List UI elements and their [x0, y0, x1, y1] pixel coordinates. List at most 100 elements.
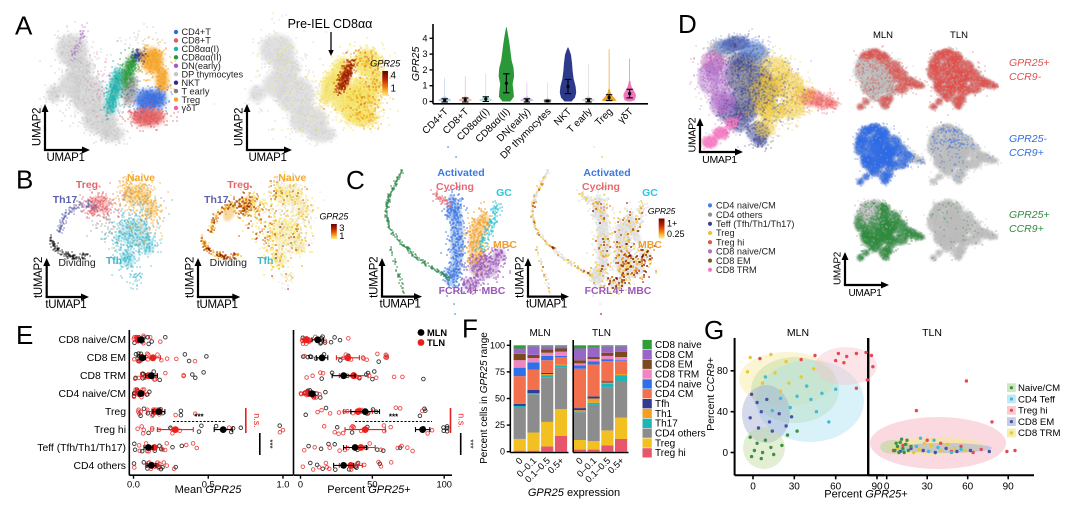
svg-text:Naive/CM: Naive/CM	[1018, 383, 1060, 394]
svg-text:Treg hi: Treg hi	[655, 448, 686, 459]
svg-text:GPR25 expression: GPR25 expression	[528, 487, 620, 499]
svg-text:0: 0	[574, 456, 585, 467]
svg-text:Treg hi: Treg hi	[1018, 406, 1048, 417]
svg-text:UMAP2: UMAP2	[234, 108, 246, 146]
svg-text:DP thymocytes: DP thymocytes	[182, 70, 244, 80]
svg-text:G: G	[704, 315, 724, 345]
svg-text:n.s.: n.s.	[457, 413, 467, 428]
svg-text:UMAP1: UMAP1	[46, 152, 84, 164]
svg-text:40: 40	[717, 407, 729, 418]
svg-text:T early: T early	[182, 86, 210, 96]
svg-text:Treg: Treg	[227, 179, 249, 191]
svg-text:C: C	[346, 165, 365, 195]
svg-text:CD4 naive/CM: CD4 naive/CM	[58, 389, 126, 400]
svg-text:Dividing: Dividing	[210, 257, 248, 269]
svg-text:CD4 naive/CM: CD4 naive/CM	[716, 201, 776, 211]
svg-text:tUMAP2: tUMAP2	[185, 257, 197, 298]
svg-text:1: 1	[391, 83, 396, 94]
svg-text:CD4 others: CD4 others	[655, 429, 706, 440]
svg-text:4: 4	[391, 70, 397, 81]
svg-text:TLN: TLN	[950, 30, 968, 41]
svg-text:GPR25: GPR25	[410, 47, 422, 82]
svg-text:n.s.: n.s.	[252, 413, 262, 428]
svg-text:90: 90	[1003, 481, 1015, 492]
svg-text:25: 25	[495, 420, 505, 430]
svg-text:60: 60	[962, 481, 974, 492]
svg-text:0: 0	[298, 480, 303, 490]
svg-text:CD4 others: CD4 others	[716, 210, 763, 220]
svg-text:1.0: 1.0	[277, 480, 290, 490]
svg-text:Naive: Naive	[127, 172, 155, 184]
svg-text:Th17: Th17	[655, 419, 678, 430]
svg-text:E: E	[16, 320, 33, 350]
svg-text:Cycling: Cycling	[436, 181, 474, 193]
svg-text:CD4 CM: CD4 CM	[655, 389, 693, 400]
svg-text:UMAP1: UMAP1	[849, 288, 883, 299]
svg-text:Tfh: Tfh	[257, 255, 273, 267]
svg-text:Pre-IEL CD8αα: Pre-IEL CD8αα	[288, 17, 373, 31]
svg-text:***: ***	[194, 413, 204, 422]
svg-text:0.0: 0.0	[127, 480, 140, 490]
svg-text:Percent GPR25+: Percent GPR25+	[824, 489, 907, 501]
svg-text:4: 4	[422, 33, 427, 43]
svg-text:0.5: 0.5	[202, 480, 215, 490]
svg-text:CD8 naive: CD8 naive	[655, 340, 702, 351]
svg-text:CD8 naive/CM: CD8 naive/CM	[716, 247, 776, 257]
svg-text:GC: GC	[642, 187, 658, 199]
svg-text:Activated: Activated	[583, 167, 630, 179]
svg-text:A: A	[15, 11, 33, 41]
svg-text:CD8 EM: CD8 EM	[87, 353, 126, 364]
svg-text:Cycling: Cycling	[582, 181, 620, 193]
svg-text:60: 60	[830, 481, 842, 492]
svg-text:Percent cells in GPR25 range: Percent cells in GPR25 range	[479, 332, 490, 464]
svg-text:UMAP2: UMAP2	[833, 251, 844, 285]
svg-text:CD8 CM: CD8 CM	[655, 350, 693, 361]
svg-text:Teff (Tfh/Th1/Th17): Teff (Tfh/Th1/Th17)	[37, 443, 126, 454]
svg-text:Treg: Treg	[716, 228, 735, 238]
svg-text:Treg: Treg	[76, 179, 98, 191]
svg-text:Treg: Treg	[105, 407, 126, 418]
svg-text:UMAP2: UMAP2	[687, 117, 699, 152]
svg-text:3: 3	[339, 222, 344, 233]
svg-text:UMAP2: UMAP2	[32, 108, 44, 146]
svg-text:0: 0	[500, 447, 505, 457]
svg-text:GPR25: GPR25	[370, 59, 401, 69]
svg-text:Treg: Treg	[655, 438, 675, 449]
svg-text:DN(early): DN(early)	[182, 61, 221, 71]
svg-text:80: 80	[717, 366, 729, 377]
svg-text:0: 0	[422, 97, 427, 107]
svg-text:MLN: MLN	[873, 30, 893, 41]
svg-text:CD8 EM: CD8 EM	[716, 256, 751, 266]
svg-text:tUMAP1: tUMAP1	[379, 299, 420, 311]
svg-text:GPR25: GPR25	[319, 212, 348, 222]
svg-text:0.25: 0.25	[667, 229, 685, 239]
svg-text:100: 100	[490, 340, 505, 350]
svg-text:UMAP1: UMAP1	[702, 154, 737, 166]
svg-text:0: 0	[722, 448, 728, 459]
svg-text:30: 30	[922, 481, 934, 492]
svg-text:CD4 naive: CD4 naive	[655, 379, 702, 390]
svg-text:CCR9-: CCR9-	[1009, 71, 1042, 83]
svg-text:B: B	[16, 165, 33, 195]
svg-text:100: 100	[436, 480, 452, 490]
svg-text:CD4 others: CD4 others	[73, 461, 126, 472]
svg-text:Mean GPR25: Mean GPR25	[175, 484, 243, 496]
svg-text:D: D	[678, 9, 697, 39]
svg-text:Th17: Th17	[53, 194, 78, 206]
svg-text:Activated: Activated	[437, 167, 484, 179]
svg-text:90: 90	[871, 481, 883, 492]
svg-text:30: 30	[789, 481, 801, 492]
svg-text:TLN: TLN	[592, 328, 611, 339]
svg-text:CD4+T: CD4+T	[182, 27, 212, 37]
svg-text:CD8+T: CD8+T	[182, 36, 212, 46]
svg-text:tUMAP1: tUMAP1	[45, 299, 86, 311]
svg-text:tUMAP2: tUMAP2	[33, 257, 45, 298]
svg-text:50: 50	[495, 394, 505, 404]
svg-text:0: 0	[514, 456, 525, 467]
svg-text:tUMAP2: tUMAP2	[515, 257, 527, 298]
svg-text:F: F	[462, 314, 478, 344]
svg-text:1: 1	[339, 230, 344, 241]
svg-text:***: ***	[265, 439, 274, 448]
svg-text:2: 2	[422, 65, 427, 75]
svg-text:CD8 EM: CD8 EM	[655, 360, 693, 371]
